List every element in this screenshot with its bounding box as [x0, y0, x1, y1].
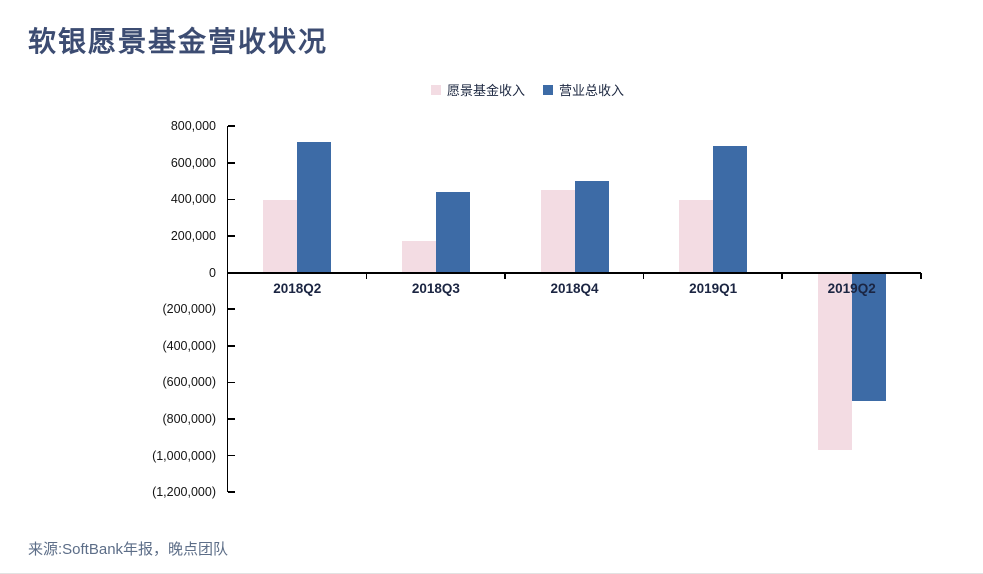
chart-legend: 愿景基金收入 营业总收入: [431, 80, 624, 99]
y-axis-tick-label: 800,000: [170, 119, 216, 134]
bar-total-revenue: [713, 146, 748, 273]
x-axis-line: [228, 271, 921, 274]
bar-vision-fund: [401, 240, 436, 273]
y-axis-tick-label: (400,000): [162, 338, 216, 353]
y-axis-tick-label: (1,200,000): [152, 485, 216, 500]
bar-vision-fund: [263, 200, 298, 273]
legend-swatch-icon: [543, 84, 554, 95]
x-axis-tick-mark: [781, 272, 783, 279]
bar-total-revenue: [297, 141, 332, 273]
legend-label: 营业总收入: [559, 83, 625, 98]
x-axis-category-label: 2018Q2: [273, 280, 322, 296]
x-axis-tick-mark: [920, 272, 922, 279]
y-axis-tick-label: 600,000: [170, 155, 216, 170]
y-axis-tick-mark: [228, 308, 235, 310]
source-note: 来源:SoftBank年报，晚点团队: [28, 541, 229, 558]
x-axis-category-label: 2019Q1: [689, 280, 738, 296]
y-axis-tick-label: 0: [209, 265, 216, 280]
y-axis-tick-label: (1,000,000): [152, 448, 216, 463]
bar-total-revenue: [574, 181, 609, 273]
x-axis-tick-mark: [504, 272, 506, 279]
y-axis-tick-mark: [228, 235, 235, 237]
page-title: 软银愿景基金营收状况: [28, 27, 329, 58]
x-axis-category-label: 2019Q2: [827, 280, 876, 296]
x-axis-category-label: 2018Q3: [411, 280, 460, 296]
y-axis-tick-mark: [228, 491, 235, 493]
y-axis-line: [226, 126, 228, 493]
y-axis-tick-mark: [228, 162, 235, 164]
y-axis-tick-label: (800,000): [162, 412, 216, 426]
y-axis-tick-label: (200,000): [162, 302, 216, 317]
y-axis-tick-label: (600,000): [162, 375, 216, 390]
x-axis-category-label: 2018Q4: [550, 280, 599, 296]
bar-vision-fund: [679, 199, 714, 273]
bar-vision-fund: [817, 272, 852, 451]
x-axis-tick-mark: [642, 272, 645, 279]
y-axis-tick-mark: [228, 345, 235, 347]
y-axis-tick-mark: [228, 454, 235, 457]
legend-label: 愿景基金收入: [447, 83, 526, 98]
y-axis-tick-label: 400,000: [170, 192, 216, 207]
bar-total-revenue: [435, 192, 470, 273]
y-axis-tick-label: 200,000: [170, 229, 216, 243]
bar-total-revenue: [851, 272, 886, 401]
y-axis-tick-mark: [228, 125, 235, 127]
y-axis-tick-mark: [228, 418, 235, 420]
y-axis-tick-mark: [228, 381, 235, 384]
legend-swatch-icon: [431, 84, 441, 95]
y-axis-tick-mark: [228, 198, 235, 201]
bar-vision-fund: [540, 190, 575, 273]
legend-item: 愿景基金收入: [431, 80, 525, 99]
legend-item: 营业总收入: [543, 80, 624, 99]
x-axis-tick-mark: [365, 272, 368, 279]
